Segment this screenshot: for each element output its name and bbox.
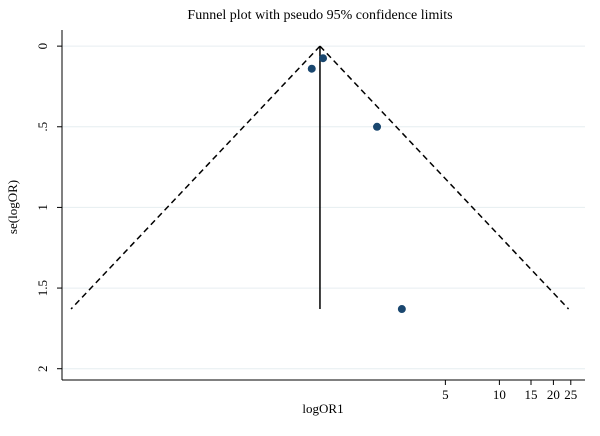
x-axis-label: logOR1 — [302, 401, 343, 416]
y-tick-label: 2 — [35, 365, 50, 372]
study-point — [319, 54, 328, 63]
x-tick-label: 25 — [564, 387, 577, 402]
y-tick-label: 0 — [35, 43, 50, 50]
x-tick-label: 5 — [442, 387, 449, 402]
study-point — [397, 305, 406, 314]
study-point — [307, 64, 316, 73]
confidence-limit — [70, 45, 321, 310]
y-tick-label: 1.5 — [35, 280, 50, 296]
x-tick-label: 20 — [547, 387, 560, 402]
y-tick-label: 1 — [35, 204, 50, 211]
x-tick-label: 15 — [524, 387, 537, 402]
y-axis-label: se(logOR) — [5, 180, 20, 234]
x-tick-label: 10 — [493, 387, 506, 402]
y-tick-label: .5 — [35, 122, 50, 132]
study-point — [373, 122, 382, 131]
confidence-limit — [319, 45, 570, 310]
chart-title: Funnel plot with pseudo 95% confidence l… — [187, 8, 452, 23]
